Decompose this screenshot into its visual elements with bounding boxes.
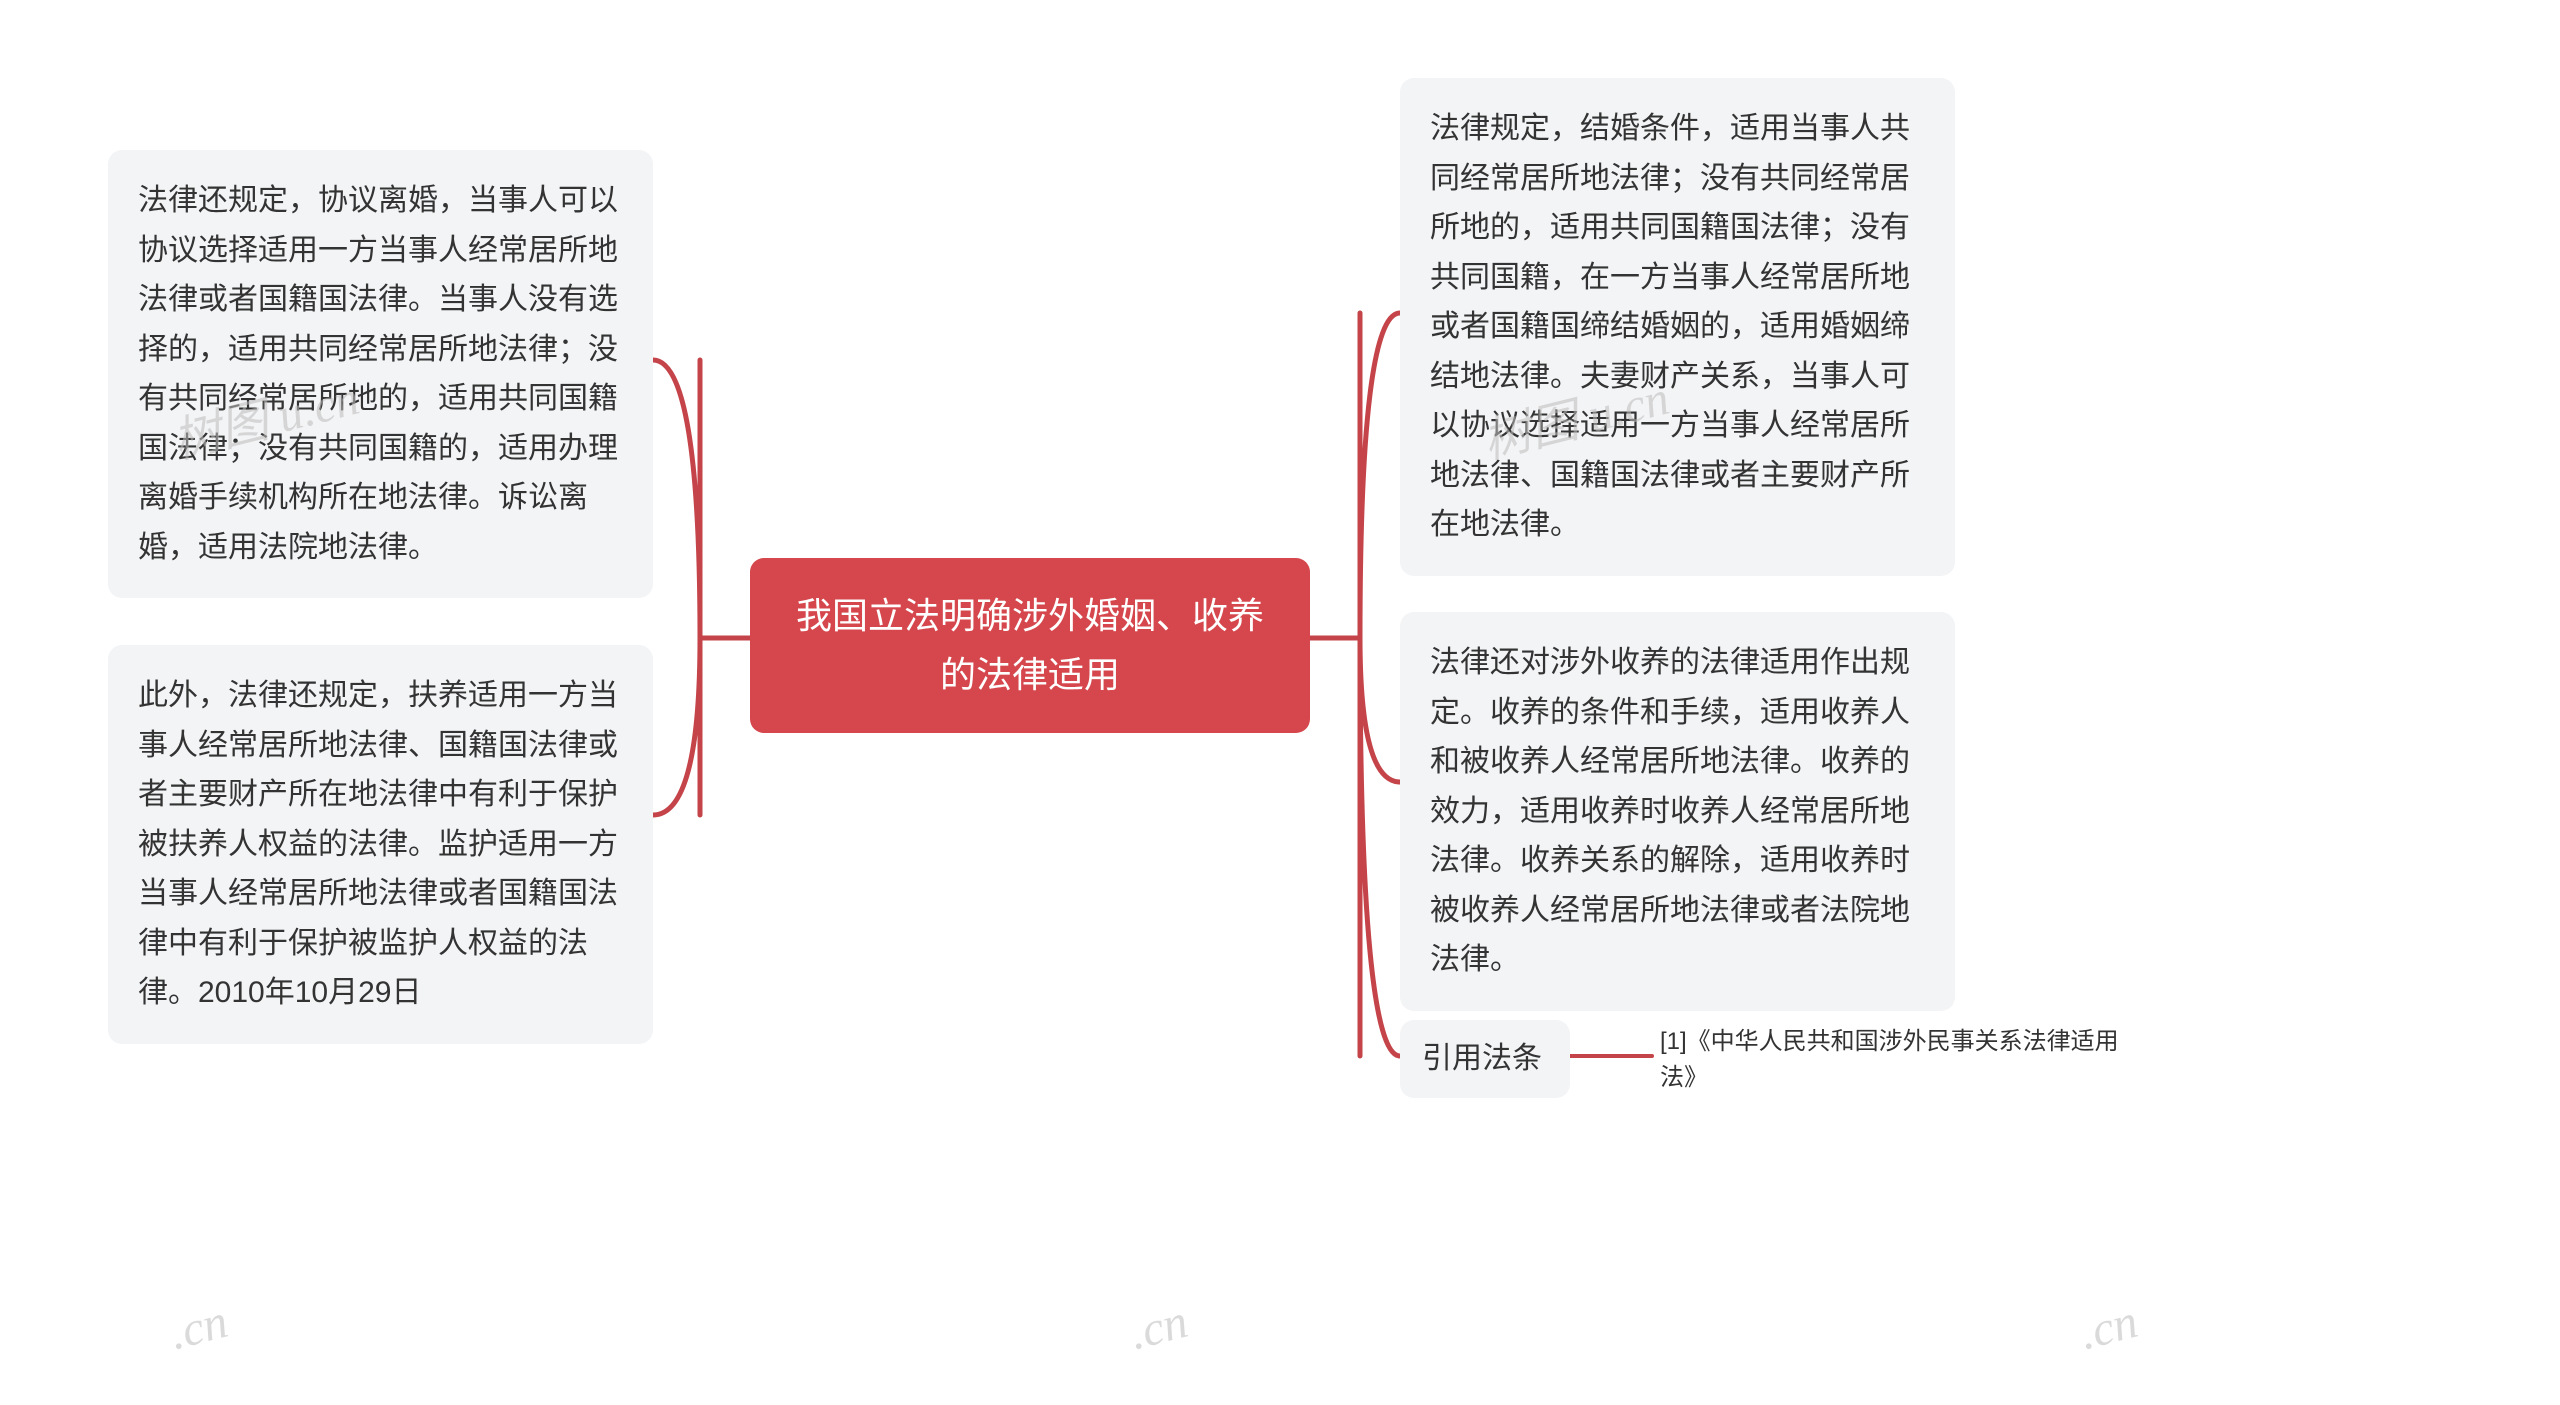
citation-reference: [1]《中华人民共和国涉外民事关系法律适用法》: [1660, 1018, 2130, 1102]
leaf-marriage: 法律规定，结婚条件，适用当事人共同经常居所地法律；没有共同经常居所地的，适用共同…: [1400, 78, 1955, 576]
watermark: .cn: [164, 1294, 233, 1361]
leaf-citation-label: 引用法条: [1400, 1020, 1570, 1098]
leaf-adoption: 法律还对涉外收养的法律适用作出规定。收养的条件和手续，适用收养人和被收养人经常居…: [1400, 612, 1955, 1011]
watermark: .cn: [1124, 1294, 1193, 1361]
central-node: 我国立法明确涉外婚姻、收养的法律适用: [750, 558, 1310, 733]
leaf-support: 此外，法律还规定，扶养适用一方当事人经常居所地法律、国籍国法律或者主要财产所在地…: [108, 645, 653, 1044]
leaf-divorce: 法律还规定，协议离婚，当事人可以协议选择适用一方当事人经常居所地法律或者国籍国法…: [108, 150, 653, 598]
watermark: .cn: [2074, 1294, 2143, 1361]
mindmap-canvas: 我国立法明确涉外婚姻、收养的法律适用 法律还规定，协议离婚，当事人可以协议选择适…: [0, 0, 2560, 1405]
